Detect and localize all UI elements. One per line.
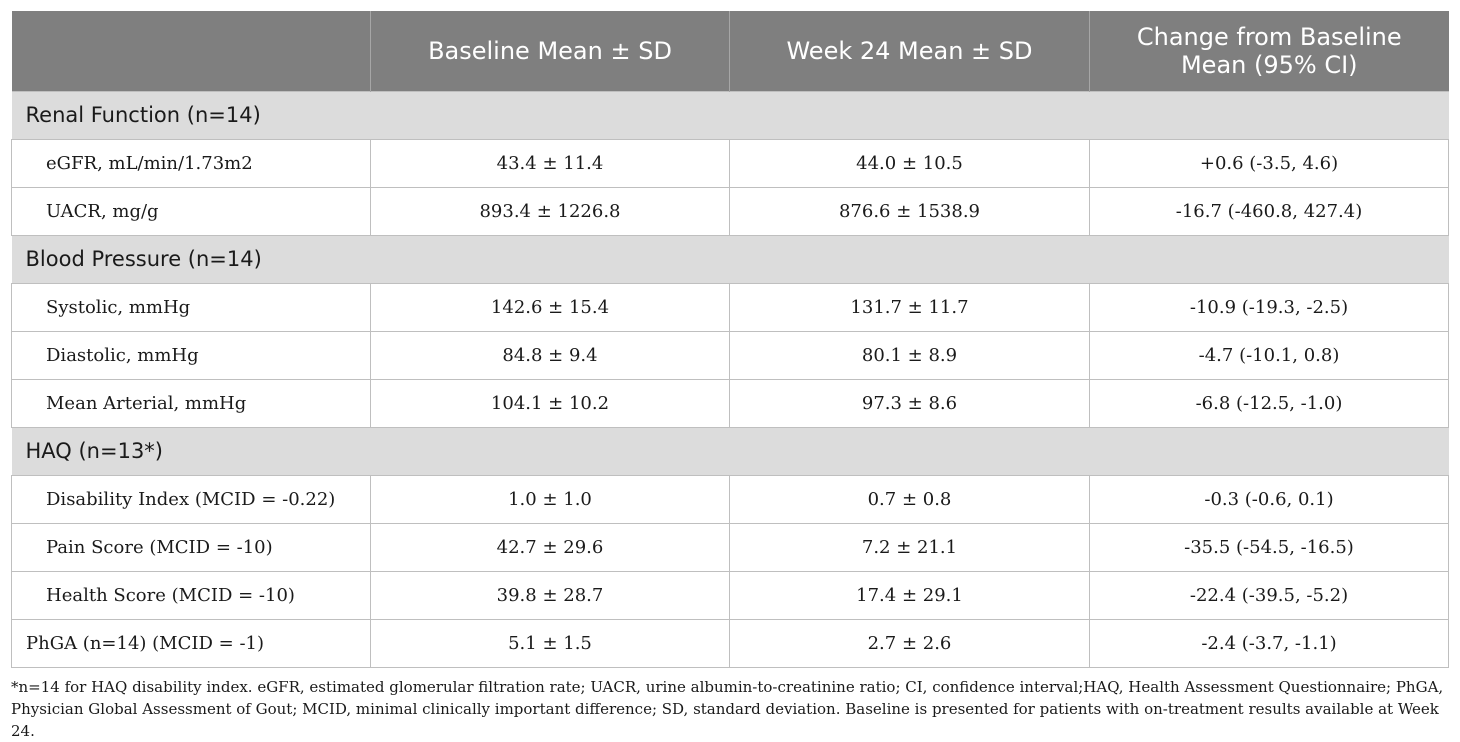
results-table: Baseline Mean ± SD Week 24 Mean ± SD Cha… [11,11,1449,668]
row-label: UACR, mg/g [11,187,371,236]
header-empty-cell [11,11,371,91]
week24-value: 97.3 ± 8.6 [729,379,1090,428]
section-row-blood-pressure: Blood Pressure (n=14) [11,234,1449,284]
change-value: -4.7 (-10.1, 0.8) [1089,331,1449,380]
change-value: -35.5 (-54.5, -16.5) [1089,523,1449,572]
baseline-value: 893.4 ± 1226.8 [370,187,730,236]
change-value: -10.9 (-19.3, -2.5) [1089,283,1449,332]
section-title: HAQ (n=13*) [11,426,1449,476]
header-row: Baseline Mean ± SD Week 24 Mean ± SD Cha… [11,11,1449,91]
section-row-renal-function: Renal Function (n=14) [11,90,1449,140]
table-header: Baseline Mean ± SD Week 24 Mean ± SD Cha… [11,11,1449,91]
row-label: Health Score (MCID = -10) [11,571,371,620]
header-week24: Week 24 Mean ± SD [729,11,1090,91]
change-value: -2.4 (-3.7, -1.1) [1089,619,1449,668]
results-table-container: Baseline Mean ± SD Week 24 Mean ± SD Cha… [11,11,1449,668]
table-row: Health Score (MCID = -10) 39.8 ± 28.7 17… [11,571,1449,620]
row-label: Systolic, mmHg [11,283,371,332]
table-row: Pain Score (MCID = -10) 42.7 ± 29.6 7.2 … [11,523,1449,572]
table-row-phga: PhGA (n=14) (MCID = -1) 5.1 ± 1.5 2.7 ± … [11,619,1449,668]
change-value: -6.8 (-12.5, -1.0) [1089,379,1449,428]
week24-value: 7.2 ± 21.1 [729,523,1090,572]
header-change: Change from Baseline Mean (95% CI) [1089,11,1449,91]
week24-value: 17.4 ± 29.1 [729,571,1090,620]
baseline-value: 42.7 ± 29.6 [370,523,730,572]
footnote-line-1: *n=14 for HAQ disability index. eGFR, es… [11,678,1444,696]
row-label: Mean Arterial, mmHg [11,379,371,428]
week24-value: 876.6 ± 1538.9 [729,187,1090,236]
row-label: eGFR, mL/min/1.73m2 [11,139,371,188]
header-baseline: Baseline Mean ± SD [370,11,730,91]
section-title: Blood Pressure (n=14) [11,234,1449,284]
change-value: -22.4 (-39.5, -5.2) [1089,571,1449,620]
table-footnote: *n=14 for HAQ disability index. eGFR, es… [11,676,1451,742]
baseline-value: 1.0 ± 1.0 [370,475,730,524]
baseline-value: 142.6 ± 15.4 [370,283,730,332]
row-label: PhGA (n=14) (MCID = -1) [11,619,371,668]
row-label: Diastolic, mmHg [11,331,371,380]
section-title: Renal Function (n=14) [11,90,1449,140]
change-value: -0.3 (-0.6, 0.1) [1089,475,1449,524]
baseline-value: 84.8 ± 9.4 [370,331,730,380]
table-row: eGFR, mL/min/1.73m2 43.4 ± 11.4 44.0 ± 1… [11,139,1449,188]
row-label: Disability Index (MCID = -0.22) [11,475,371,524]
week24-value: 44.0 ± 10.5 [729,139,1090,188]
baseline-value: 39.8 ± 28.7 [370,571,730,620]
row-label: Pain Score (MCID = -10) [11,523,371,572]
section-row-haq: HAQ (n=13*) [11,426,1449,476]
week24-value: 80.1 ± 8.9 [729,331,1090,380]
week24-value: 2.7 ± 2.6 [729,619,1090,668]
week24-value: 0.7 ± 0.8 [729,475,1090,524]
footnote-line-2: Physician Global Assessment of Gout; MCI… [11,700,1439,740]
table-row: Systolic, mmHg 142.6 ± 15.4 131.7 ± 11.7… [11,283,1449,332]
baseline-value: 43.4 ± 11.4 [370,139,730,188]
change-value: +0.6 (-3.5, 4.6) [1089,139,1449,188]
week24-value: 131.7 ± 11.7 [729,283,1090,332]
table-row: Disability Index (MCID = -0.22) 1.0 ± 1.… [11,475,1449,524]
baseline-value: 104.1 ± 10.2 [370,379,730,428]
table-row: Diastolic, mmHg 84.8 ± 9.4 80.1 ± 8.9 -4… [11,331,1449,380]
table-body: Renal Function (n=14) eGFR, mL/min/1.73m… [11,90,1449,668]
table-row: Mean Arterial, mmHg 104.1 ± 10.2 97.3 ± … [11,379,1449,428]
change-value: -16.7 (-460.8, 427.4) [1089,187,1449,236]
baseline-value: 5.1 ± 1.5 [370,619,730,668]
table-row: UACR, mg/g 893.4 ± 1226.8 876.6 ± 1538.9… [11,187,1449,236]
